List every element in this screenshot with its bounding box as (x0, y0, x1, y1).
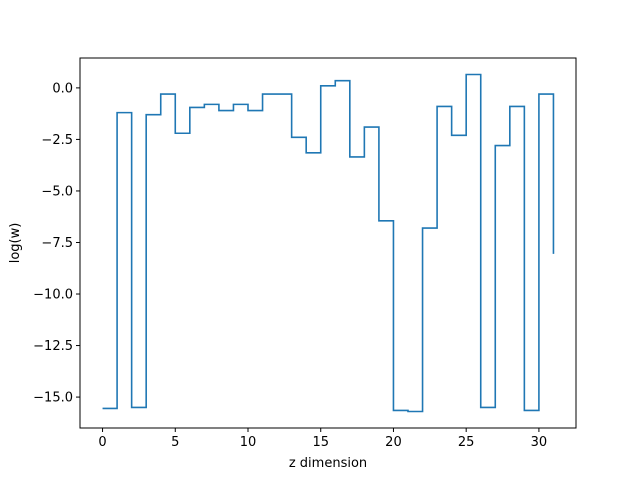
y-tick-label: 0.0 (52, 81, 73, 96)
y-tick-label: −15.0 (33, 391, 73, 406)
x-tick-label: 15 (312, 435, 329, 450)
series-line-0 (102, 73, 555, 413)
x-tick-label: 30 (531, 435, 548, 450)
x-tick-label: 10 (240, 435, 257, 450)
x-axis-label: z dimension (289, 456, 367, 471)
x-tick-label: 20 (385, 435, 402, 450)
y-tick-label: −5.0 (41, 184, 73, 199)
x-tick-label: 0 (98, 435, 106, 450)
plot-area-frame (79, 57, 577, 429)
y-axis-label: log(w) (8, 223, 23, 264)
y-tick-label: −7.5 (41, 236, 73, 251)
x-tick-label: 5 (171, 435, 179, 450)
y-tick-label: −10.0 (33, 288, 73, 303)
x-tick-label: 25 (458, 435, 475, 450)
y-tick-label: −12.5 (33, 339, 73, 354)
y-tick-label: −2.5 (41, 133, 73, 148)
